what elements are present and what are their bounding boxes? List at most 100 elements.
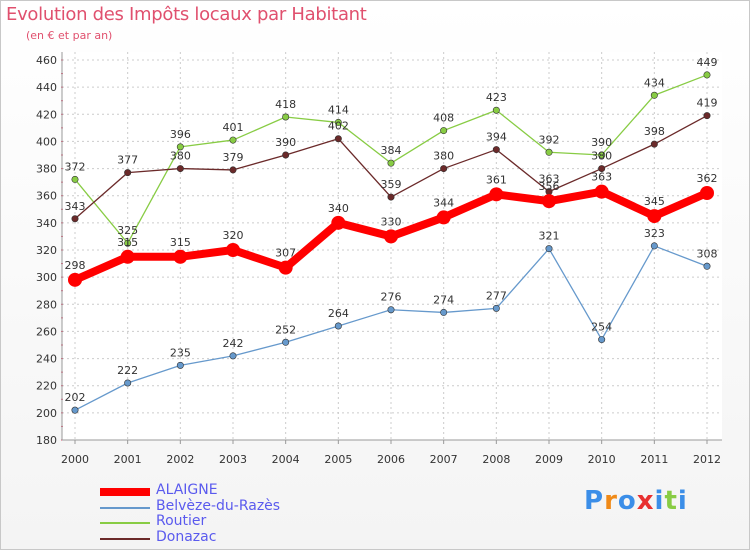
data-label-alaigne: 363 bbox=[591, 171, 612, 184]
data-label-routier: 390 bbox=[591, 136, 612, 149]
data-point-belv-ze-du-raz-s bbox=[545, 245, 553, 253]
data-label-belv-ze-du-raz-s: 264 bbox=[328, 307, 349, 320]
data-point-routier bbox=[545, 148, 553, 156]
x-tick-label: 2008 bbox=[482, 453, 510, 466]
data-label-alaigne: 362 bbox=[697, 172, 718, 185]
data-point-donazac bbox=[703, 112, 711, 120]
data-label-alaigne: 361 bbox=[486, 173, 507, 186]
y-tick-label: 320 bbox=[36, 244, 57, 257]
y-tick-label: 460 bbox=[36, 54, 57, 67]
data-label-belv-ze-du-raz-s: 222 bbox=[117, 364, 138, 377]
data-label-belv-ze-du-raz-s: 254 bbox=[591, 321, 612, 334]
x-tick-label: 2002 bbox=[166, 453, 194, 466]
data-point-routier bbox=[650, 91, 658, 99]
legend-swatch bbox=[100, 506, 150, 509]
x-tick-label: 2012 bbox=[693, 453, 721, 466]
data-point-donazac bbox=[334, 135, 342, 143]
data-point-alaigne bbox=[647, 209, 662, 224]
y-tick-label: 360 bbox=[36, 190, 57, 203]
data-point-routier bbox=[176, 143, 184, 151]
data-point-donazac bbox=[124, 169, 132, 177]
data-point-routier bbox=[282, 113, 290, 121]
data-label-routier: 434 bbox=[644, 76, 665, 89]
data-label-routier: 401 bbox=[223, 121, 244, 134]
data-point-alaigne bbox=[331, 215, 346, 230]
data-point-routier bbox=[598, 151, 606, 159]
data-label-alaigne: 307 bbox=[275, 247, 296, 260]
data-label-donazac: 359 bbox=[381, 178, 402, 191]
legend-label: Routier bbox=[156, 513, 207, 529]
legend-label: Donazac bbox=[156, 528, 217, 545]
x-tick-label: 2000 bbox=[61, 453, 89, 466]
data-point-alaigne bbox=[68, 272, 82, 287]
data-point-belv-ze-du-raz-s bbox=[703, 262, 711, 270]
x-tick-label: 2007 bbox=[430, 453, 458, 466]
data-point-belv-ze-du-raz-s bbox=[598, 336, 606, 344]
legend-swatch bbox=[100, 537, 150, 540]
y-tick-label: 380 bbox=[36, 163, 57, 176]
data-label-donazac: 343 bbox=[65, 200, 86, 213]
y-tick-label: 240 bbox=[36, 353, 57, 366]
data-label-belv-ze-du-raz-s: 252 bbox=[275, 323, 296, 336]
plot-area bbox=[62, 52, 722, 440]
data-label-alaigne: 330 bbox=[381, 215, 402, 228]
x-tick-label: 2004 bbox=[272, 453, 300, 466]
data-label-belv-ze-du-raz-s: 276 bbox=[381, 291, 402, 304]
legend-label: ALAIGNE bbox=[156, 482, 218, 498]
x-tick-label: 2001 bbox=[114, 453, 142, 466]
data-point-belv-ze-du-raz-s bbox=[282, 338, 290, 346]
data-point-donazac bbox=[650, 140, 658, 148]
data-point-routier bbox=[334, 118, 342, 126]
chart-subtitle: (en € et par an) bbox=[26, 29, 113, 42]
x-tick-label: 2005 bbox=[324, 453, 352, 466]
legend-swatch bbox=[100, 522, 150, 524]
data-point-alaigne bbox=[542, 194, 556, 209]
data-label-routier: 418 bbox=[275, 98, 296, 111]
data-point-donazac bbox=[387, 193, 395, 201]
data-label-donazac: 380 bbox=[591, 150, 612, 163]
logo-letter: i bbox=[677, 486, 688, 516]
data-label-routier: 414 bbox=[328, 103, 349, 116]
data-label-donazac: 379 bbox=[223, 151, 244, 164]
x-tick-label: 2010 bbox=[588, 453, 616, 466]
y-tick-label: 260 bbox=[36, 325, 57, 338]
data-point-alaigne bbox=[173, 249, 188, 264]
data-point-alaigne bbox=[489, 187, 504, 202]
data-point-alaigne bbox=[120, 249, 135, 264]
data-point-donazac bbox=[176, 165, 184, 173]
x-tick-label: 2006 bbox=[377, 453, 405, 466]
logo-letter: r bbox=[604, 486, 618, 516]
legend-swatch bbox=[100, 488, 150, 496]
y-tick-label: 340 bbox=[36, 217, 57, 230]
data-label-routier: 449 bbox=[697, 56, 718, 69]
logo-letter: t bbox=[664, 486, 678, 516]
data-label-routier: 423 bbox=[486, 91, 507, 104]
data-label-belv-ze-du-raz-s: 277 bbox=[486, 289, 507, 302]
data-point-belv-ze-du-raz-s bbox=[124, 379, 132, 387]
data-label-alaigne: 298 bbox=[65, 259, 86, 272]
data-point-alaigne bbox=[278, 260, 293, 275]
data-label-donazac: 419 bbox=[697, 97, 718, 110]
data-label-donazac: 380 bbox=[433, 150, 454, 163]
data-point-alaigne bbox=[700, 186, 714, 200]
data-label-routier: 384 bbox=[381, 144, 402, 157]
data-point-alaigne bbox=[384, 229, 398, 244]
data-label-alaigne: 315 bbox=[117, 236, 138, 249]
data-label-donazac: 394 bbox=[486, 131, 507, 144]
data-label-alaigne: 344 bbox=[433, 196, 454, 209]
data-point-belv-ze-du-raz-s bbox=[440, 308, 448, 316]
logo-letter: o bbox=[617, 486, 637, 516]
data-label-belv-ze-du-raz-s: 274 bbox=[433, 293, 454, 306]
data-point-routier bbox=[387, 159, 395, 167]
logo-letter: P bbox=[584, 486, 605, 516]
x-tick-label: 2011 bbox=[640, 453, 668, 466]
data-point-donazac bbox=[71, 215, 79, 223]
data-label-alaigne: 340 bbox=[328, 202, 349, 215]
data-point-routier bbox=[703, 71, 711, 79]
logo-letter: i bbox=[654, 486, 665, 516]
data-label-donazac: 390 bbox=[275, 136, 296, 149]
data-label-belv-ze-du-raz-s: 323 bbox=[644, 227, 665, 240]
data-point-routier bbox=[492, 106, 500, 114]
data-label-alaigne: 320 bbox=[223, 229, 244, 242]
